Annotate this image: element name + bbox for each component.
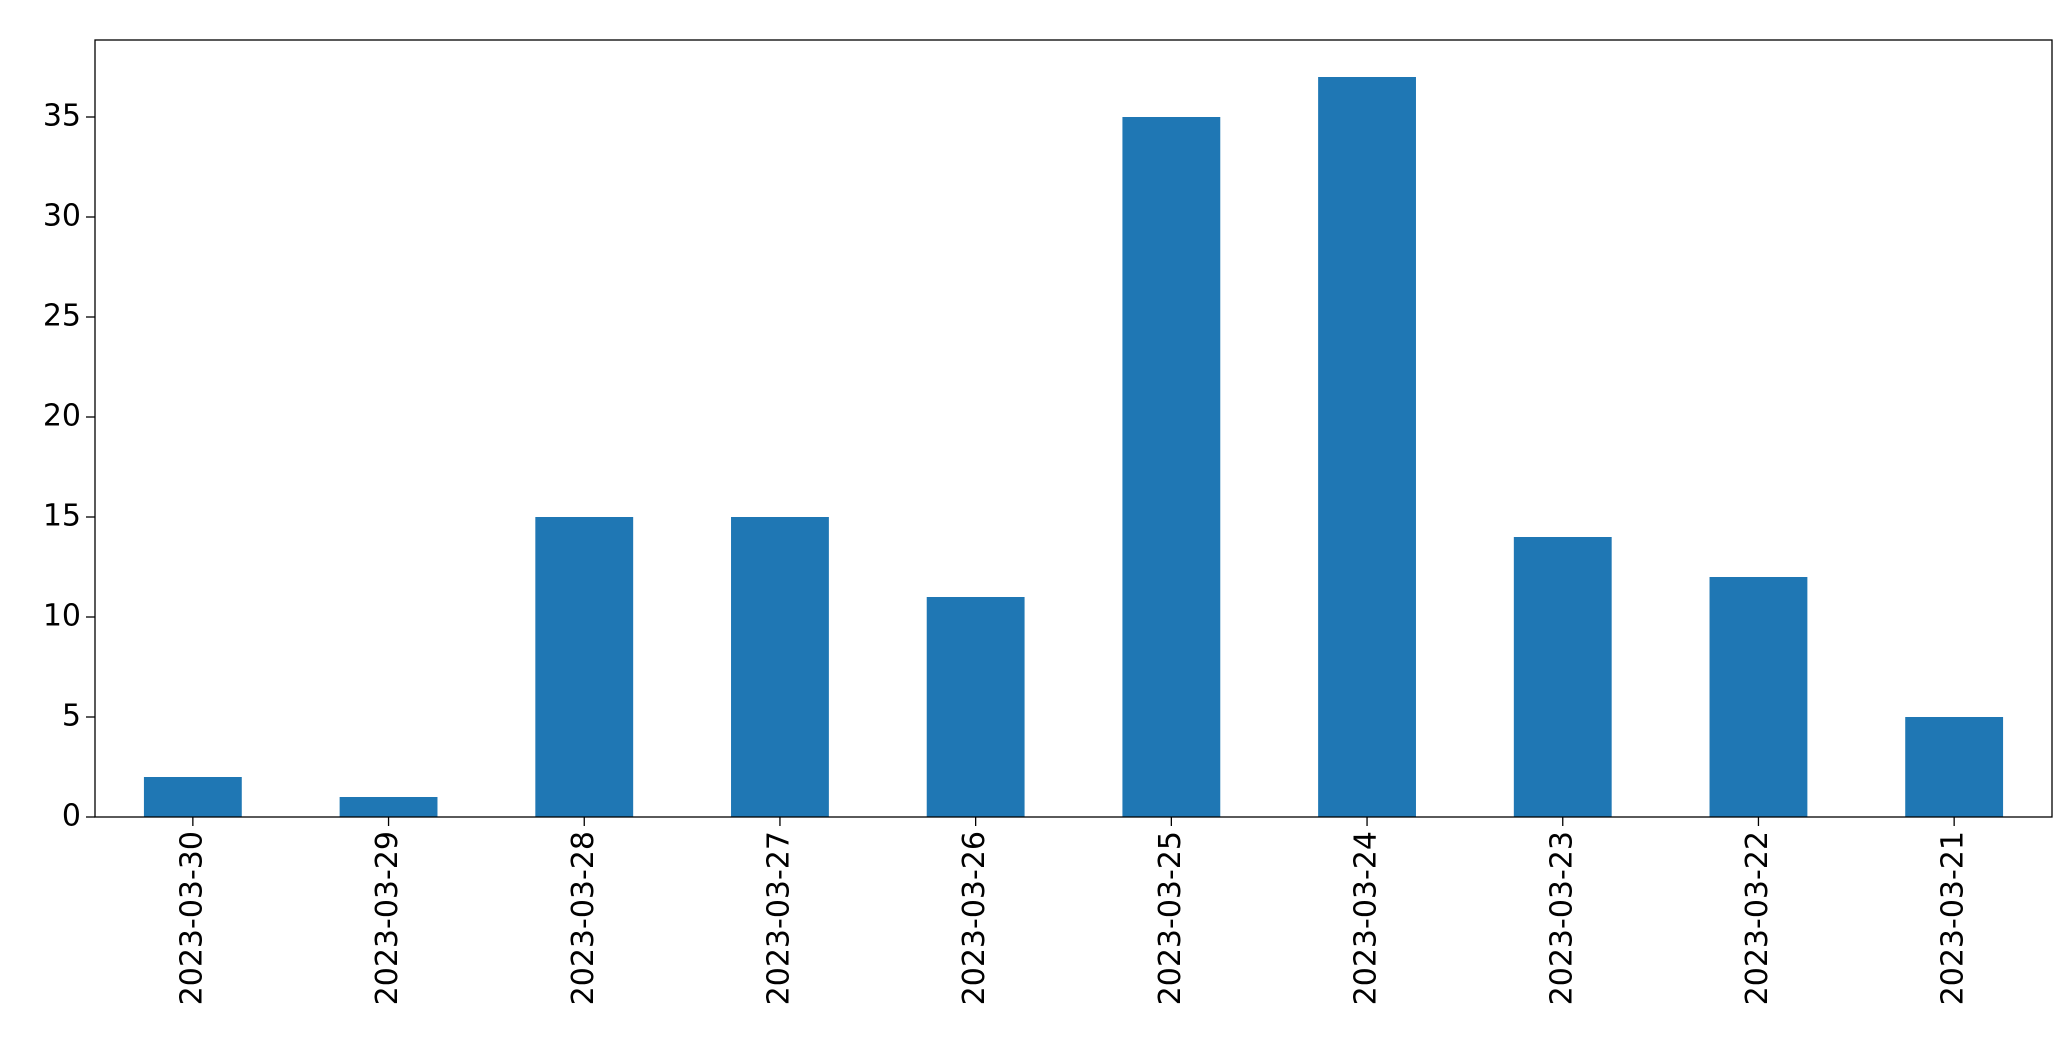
bar [1905,717,2004,817]
x-tick-label: 2023-03-24 [1349,831,1384,1005]
y-tick-label: 30 [43,199,81,234]
y-tick-label: 10 [43,599,81,634]
bar [926,597,1025,817]
bar [1709,577,1808,817]
x-tick-label: 2023-03-23 [1544,831,1579,1005]
y-tick-label: 5 [62,699,81,734]
bar [1122,117,1221,817]
bar [143,777,242,817]
y-tick-label: 15 [43,499,81,534]
bar [731,517,829,817]
x-tick-label: 2023-03-30 [174,831,209,1005]
y-tick-label: 0 [62,799,81,834]
y-tick-label: 35 [43,99,81,134]
y-tick-label: 25 [43,299,81,334]
y-tick-label: 20 [43,399,81,434]
bar [535,517,634,817]
bar [339,797,438,817]
plot-frame [94,39,2053,818]
x-tick-label: 2023-03-26 [957,831,992,1005]
x-tick-label: 2023-03-21 [1936,831,1971,1005]
bar [1318,77,1416,817]
x-tick-label: 2023-03-22 [1740,831,1775,1005]
x-tick-label: 2023-03-25 [1153,831,1188,1005]
bar [1513,537,1612,817]
x-tick-label: 2023-03-28 [566,831,601,1005]
x-tick-label: 2023-03-27 [761,831,796,1005]
x-tick-label: 2023-03-29 [370,831,405,1005]
